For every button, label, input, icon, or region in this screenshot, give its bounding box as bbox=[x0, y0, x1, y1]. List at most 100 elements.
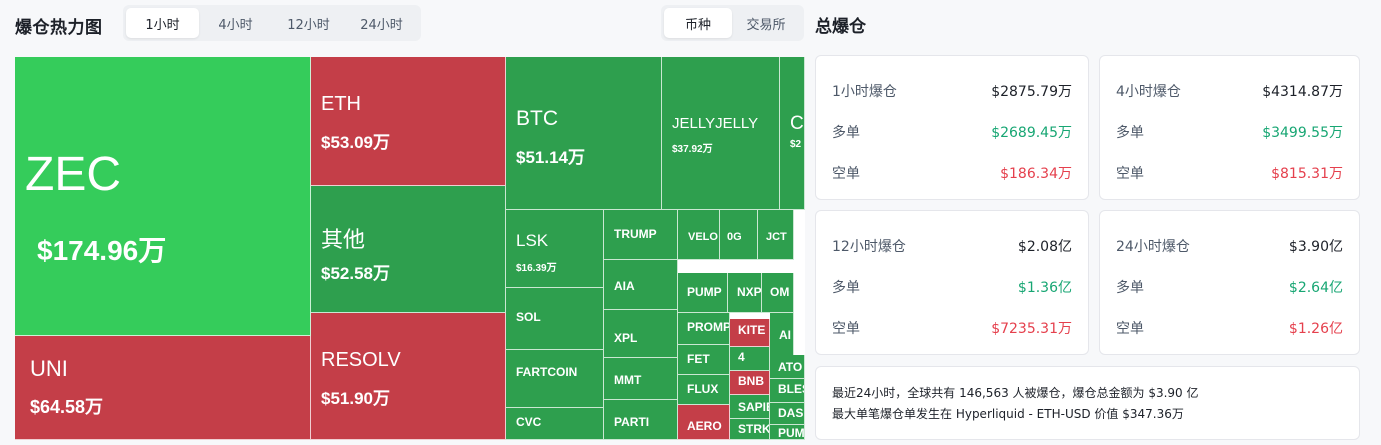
cell-symbol: BTC bbox=[516, 107, 558, 130]
treemap-cell-jellyjelly[interactable]: JELLYJELLY $37.92万 bbox=[662, 57, 780, 210]
short-value: $1.26亿 bbox=[1288, 321, 1343, 337]
treemap-cell-jct[interactable]: JCT bbox=[758, 210, 794, 260]
tab-1h[interactable]: 1小时 bbox=[126, 8, 199, 38]
tab-4h[interactable]: 4小时 bbox=[218, 17, 253, 33]
card-label: 12小时爆仓 bbox=[832, 239, 906, 255]
time-range-selector: 1小时 4小时 12小时 24小时 bbox=[123, 5, 421, 41]
treemap-cell-fet[interactable]: FET bbox=[678, 345, 730, 375]
card-24h: 24小时爆仓 $3.90亿 多单 $2.64亿 空单 $1.26亿 bbox=[1099, 210, 1360, 355]
treemap-cell-c[interactable]: C $2 bbox=[780, 57, 805, 210]
cell-symbol: AERO bbox=[687, 419, 722, 433]
treemap-cell-aero[interactable]: AERO bbox=[678, 405, 730, 440]
treemap-cell-fartcoin[interactable]: FARTCOIN bbox=[506, 350, 604, 408]
cell-amount: $51.90万 bbox=[321, 389, 390, 408]
cell-amount: $174.96万 bbox=[37, 234, 167, 266]
card-label: 1小时爆仓 bbox=[832, 84, 897, 100]
heatmap-header: 爆仓热力图 1小时 4小时 12小时 24小时 币种 交易所 bbox=[0, 0, 805, 46]
treemap-cell-pum[interactable]: PUM bbox=[770, 425, 805, 440]
liquidation-treemap: ZEC $174.96万 UNI $64.58万 ETH $53.09万其他 $52.58万… bbox=[15, 57, 805, 440]
treemap-cell-kite[interactable]: KITE bbox=[730, 319, 770, 347]
treemap-cell-mmt[interactable]: MMT bbox=[604, 358, 678, 400]
view-selector: 币种 交易所 bbox=[661, 5, 804, 41]
card-total: $2.08亿 bbox=[1017, 239, 1072, 255]
cell-symbol: ETH bbox=[321, 93, 361, 115]
treemap-cell-sapie[interactable]: SAPIE bbox=[730, 395, 770, 419]
tab-24h[interactable]: 24小时 bbox=[360, 17, 403, 33]
treemap-cell-das[interactable]: DAS bbox=[770, 403, 805, 425]
long-value: $2689.45万 bbox=[991, 125, 1072, 141]
short-value: $186.34万 bbox=[1000, 166, 1072, 182]
cell-symbol: CVC bbox=[516, 415, 542, 429]
cell-symbol: SAPIE bbox=[738, 400, 769, 414]
treemap-cell-cvc[interactable]: CVC bbox=[506, 408, 604, 440]
card-label: 4小时爆仓 bbox=[1116, 84, 1181, 100]
treemap-cell-zec[interactable]: ZEC $174.96万 bbox=[15, 57, 311, 336]
card-12h: 12小时爆仓 $2.08亿 多单 $1.36亿 空单 $7235.31万 bbox=[815, 210, 1089, 355]
cell-amount: $64.58万 bbox=[30, 397, 104, 418]
treemap-cell-promp[interactable]: PROMP bbox=[678, 313, 730, 345]
treemap-cell-nxp[interactable]: NXP bbox=[728, 273, 762, 313]
treemap-cell-velo[interactable]: VELO bbox=[678, 210, 720, 260]
short-label: 空单 bbox=[832, 321, 860, 337]
long-label: 多单 bbox=[1116, 280, 1144, 296]
cell-symbol: 4 bbox=[738, 350, 745, 364]
cell-symbol: PUMP bbox=[687, 285, 722, 299]
card-total: $2875.79万 bbox=[991, 84, 1072, 100]
treemap-cell-eth[interactable]: ETH $53.09万 bbox=[311, 57, 506, 186]
cell-amount: $52.58万 bbox=[321, 264, 390, 284]
treemap-cell-4[interactable]: 4 bbox=[730, 347, 770, 371]
cell-symbol: RESOLV bbox=[321, 349, 401, 371]
treemap-cell-sol[interactable]: SOL bbox=[506, 288, 604, 350]
treemap-cell-lsk[interactable]: LSK $16.39万 bbox=[506, 210, 604, 288]
cell-symbol: UNI bbox=[30, 356, 68, 381]
cell-symbol: MMT bbox=[614, 373, 642, 387]
cell-symbol: C bbox=[790, 113, 804, 134]
treemap-cell-om[interactable]: OM bbox=[762, 273, 794, 313]
cell-symbol: LSK bbox=[516, 231, 549, 250]
treemap-cell-其他[interactable]: 其他 $52.58万 bbox=[311, 186, 506, 313]
cell-symbol: DAS bbox=[778, 406, 804, 420]
cell-amount: $53.09万 bbox=[321, 133, 390, 152]
cell-symbol: 0G bbox=[727, 231, 742, 243]
cell-symbol: VELO bbox=[688, 231, 718, 243]
treemap-cell-xpl[interactable]: XPL bbox=[604, 310, 678, 358]
treemap-cell-btc[interactable]: BTC $51.14万 bbox=[506, 57, 662, 210]
heatmap-title: 爆仓热力图 bbox=[15, 18, 103, 38]
long-value: $1.36亿 bbox=[1017, 280, 1072, 296]
long-value: $2.64亿 bbox=[1288, 280, 1343, 296]
cell-amount: $37.92万 bbox=[672, 144, 713, 155]
treemap-cell-resolv[interactable]: RESOLV $51.90万 bbox=[311, 313, 506, 440]
total-liquidation-title: 总爆仓 bbox=[815, 17, 866, 37]
treemap-cell-parti[interactable]: PARTI bbox=[604, 400, 678, 440]
treemap-cell-bnb[interactable]: BNB bbox=[730, 371, 770, 395]
short-value: $7235.31万 bbox=[991, 321, 1072, 337]
treemap-cell-ato[interactable]: ATO bbox=[770, 355, 805, 379]
cell-symbol: FET bbox=[687, 352, 710, 366]
cell-symbol: OM bbox=[770, 285, 790, 299]
summary-line-1: 最近24小时，全球共有 146,563 人被爆仓，爆仓总金额为 $3.90 亿 bbox=[832, 386, 1199, 400]
summary-line-2: 最大单笔爆仓单发生在 Hyperliquid - ETH-USD 价值 $347… bbox=[832, 407, 1184, 421]
treemap-cell-trump[interactable]: TRUMP bbox=[604, 210, 678, 260]
tab-by-exchange[interactable]: 交易所 bbox=[746, 17, 786, 33]
treemap-cell-bles[interactable]: BLES bbox=[770, 379, 805, 403]
cell-symbol: JCT bbox=[766, 231, 787, 243]
cell-amount: $51.14万 bbox=[516, 148, 585, 168]
cell-symbol: BNB bbox=[738, 374, 764, 388]
treemap-cell-flux[interactable]: FLUX bbox=[678, 375, 730, 405]
cell-symbol: SOL bbox=[516, 310, 541, 324]
treemap-cell-aia[interactable]: AIA bbox=[604, 260, 678, 310]
cell-symbol: ZEC bbox=[25, 148, 121, 201]
treemap-cell-pump[interactable]: PUMP bbox=[678, 273, 728, 313]
cell-symbol: KITE bbox=[738, 323, 766, 337]
cell-symbol: AI bbox=[779, 328, 791, 342]
cell-symbol: PROMP bbox=[687, 320, 730, 334]
short-label: 空单 bbox=[832, 166, 860, 182]
treemap-cell-0g[interactable]: 0G bbox=[720, 210, 758, 260]
long-label: 多单 bbox=[1116, 125, 1144, 141]
treemap-cell-strk[interactable]: STRK bbox=[730, 419, 770, 440]
tab-by-coin[interactable]: 币种 bbox=[664, 8, 732, 38]
treemap-cell-uni[interactable]: UNI $64.58万 bbox=[15, 336, 311, 440]
card-label: 24小时爆仓 bbox=[1116, 239, 1190, 255]
cell-symbol: TRUMP bbox=[614, 227, 657, 241]
tab-12h[interactable]: 12小时 bbox=[287, 17, 330, 33]
